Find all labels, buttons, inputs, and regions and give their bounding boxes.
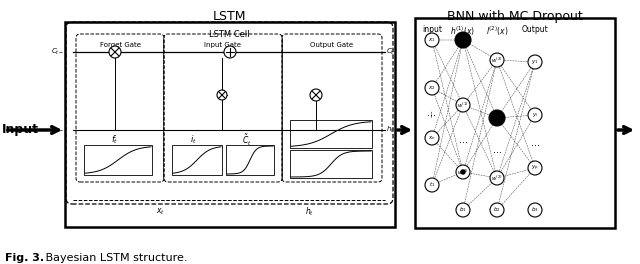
Text: Input: Input <box>2 124 39 136</box>
Text: $y_p$: $y_p$ <box>531 163 539 173</box>
Text: Output Gate: Output Gate <box>310 42 353 48</box>
Text: $C_{t-1}$: $C_{t-1}$ <box>51 47 68 57</box>
Text: $b_1$: $b_1$ <box>459 206 467 214</box>
Text: $h_t$: $h_t$ <box>386 125 394 135</box>
Text: Input Gate: Input Gate <box>205 42 241 48</box>
Text: ---: --- <box>429 109 435 117</box>
Bar <box>65 22 395 227</box>
Text: $l^{(2)}(x)$: $l^{(2)}(x)$ <box>486 25 508 38</box>
Circle shape <box>490 53 504 67</box>
Text: $x_t$: $x_t$ <box>156 207 164 217</box>
Bar <box>290 150 372 178</box>
Bar <box>172 145 222 175</box>
Text: Bayesian LSTM structure.: Bayesian LSTM structure. <box>42 253 188 263</box>
Circle shape <box>528 203 542 217</box>
Text: input: input <box>422 25 442 34</box>
Circle shape <box>425 178 439 192</box>
Text: ...: ... <box>428 108 436 118</box>
Bar <box>226 145 274 175</box>
Text: $h^{(1)}(x)$: $h^{(1)}(x)$ <box>451 25 476 38</box>
Text: $x_1$: $x_1$ <box>428 36 436 44</box>
Text: $o_t$: $o_t$ <box>311 135 321 145</box>
Text: $b_2$: $b_2$ <box>493 206 500 214</box>
Circle shape <box>461 170 465 174</box>
Text: $w^{(1)}$: $w^{(1)}$ <box>457 167 469 177</box>
Circle shape <box>528 161 542 175</box>
Circle shape <box>456 98 470 112</box>
Text: $x_n$: $x_n$ <box>428 134 436 142</box>
Circle shape <box>425 81 439 95</box>
Text: $w^{(1)}$: $w^{(1)}$ <box>457 100 469 110</box>
Text: $\tilde{C}_t$: $\tilde{C}_t$ <box>242 133 252 148</box>
Text: $x_2$: $x_2$ <box>428 84 436 92</box>
Text: Output: Output <box>639 124 640 136</box>
Text: $w^{(2)}$: $w^{(2)}$ <box>491 55 503 65</box>
Text: $y_i$: $y_i$ <box>532 111 538 119</box>
Circle shape <box>456 165 470 179</box>
Bar <box>84 145 152 175</box>
Bar <box>290 120 372 148</box>
Circle shape <box>490 203 504 217</box>
Text: ...: ... <box>458 135 467 145</box>
Text: $y_1$: $y_1$ <box>531 58 539 66</box>
Bar <box>415 18 615 228</box>
Text: Fig. 3.: Fig. 3. <box>5 253 44 263</box>
Text: $t_1$: $t_1$ <box>429 181 435 190</box>
Circle shape <box>528 108 542 122</box>
Circle shape <box>489 110 505 126</box>
Text: $h_t$: $h_t$ <box>305 206 314 218</box>
Text: Output: Output <box>522 25 548 34</box>
Text: LSTM Cell: LSTM Cell <box>209 30 250 39</box>
Text: Forget Gate: Forget Gate <box>99 42 141 48</box>
Circle shape <box>224 46 236 58</box>
Text: $i_t$: $i_t$ <box>189 134 196 146</box>
Circle shape <box>455 32 471 48</box>
Text: $C_t$: $C_t$ <box>386 47 395 57</box>
Text: ...: ... <box>493 145 502 155</box>
Circle shape <box>425 33 439 47</box>
Circle shape <box>425 131 439 145</box>
Text: LSTM: LSTM <box>213 10 247 23</box>
Text: $b_3$: $b_3$ <box>531 206 539 214</box>
Circle shape <box>310 89 322 101</box>
Circle shape <box>528 55 542 69</box>
Circle shape <box>217 90 227 100</box>
Circle shape <box>456 203 470 217</box>
Text: ...: ... <box>531 138 540 148</box>
Text: $w^{(2)}$: $w^{(2)}$ <box>491 173 503 183</box>
Text: $h_{t-1}$: $h_{t-1}$ <box>51 125 68 135</box>
Text: BNN with MC Dropout: BNN with MC Dropout <box>447 10 583 23</box>
Text: $f_t$: $f_t$ <box>111 134 118 146</box>
Circle shape <box>490 171 504 185</box>
Circle shape <box>109 46 121 58</box>
